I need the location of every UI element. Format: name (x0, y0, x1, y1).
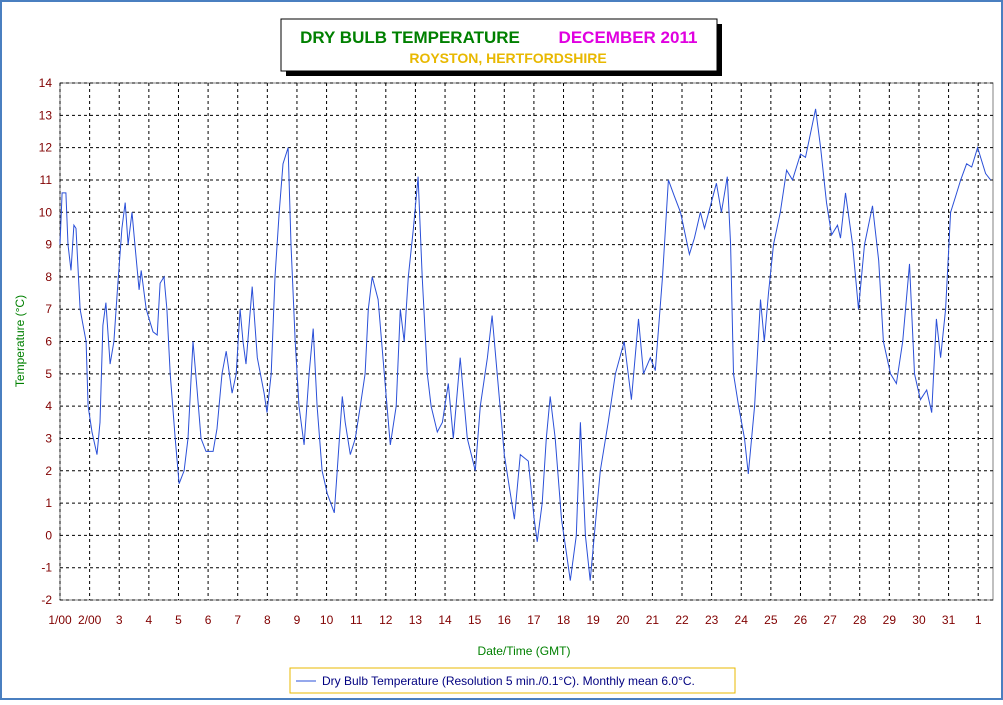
x-tick-label: 11 (350, 613, 363, 627)
x-tick-label: 14 (438, 613, 452, 627)
y-tick-label: 1 (45, 496, 52, 510)
y-tick-label: 11 (40, 173, 53, 187)
title-box (280, 18, 718, 72)
x-tick-label: 20 (616, 613, 630, 627)
x-tick-label: 31 (942, 613, 956, 627)
x-tick-label: 22 (675, 613, 689, 627)
x-tick-label: 5 (175, 613, 182, 627)
x-tick-label: 25 (764, 613, 778, 627)
x-tick-label: 21 (646, 613, 660, 627)
plot-background (59, 82, 994, 601)
chart-title-period: DECEMBER 2011 (559, 28, 698, 47)
x-tick-label: 8 (264, 613, 271, 627)
x-tick-label: 7 (234, 613, 241, 627)
x-tick-label: 24 (735, 613, 749, 627)
y-tick-label: 14 (39, 76, 53, 90)
y-axis-label: Temperature (°C) (13, 295, 27, 387)
y-tick-label: 5 (45, 367, 52, 381)
x-tick-label: 29 (883, 613, 897, 627)
x-tick-label: 19 (586, 613, 600, 627)
x-tick-label: 17 (527, 613, 541, 627)
x-tick-label: 18 (557, 613, 571, 627)
x-tick-label: 16 (498, 613, 512, 627)
x-tick-label: 15 (468, 613, 482, 627)
y-tick-label: 10 (39, 205, 53, 219)
x-tick-label: 28 (853, 613, 867, 627)
y-tick-label: 6 (45, 335, 52, 349)
line-series (59, 108, 991, 581)
chart-subtitle: ROYSTON, HERTFORDSHIRE (409, 50, 606, 66)
x-axis-label: Date/Time (GMT) (478, 644, 571, 658)
x-tick-label: 26 (794, 613, 808, 627)
x-tick-label: 27 (823, 613, 837, 627)
x-tick-label: 10 (320, 613, 334, 627)
legend-label: Dry Bulb Temperature (Resolution 5 min./… (322, 674, 695, 688)
x-tick-label: 23 (705, 613, 719, 627)
y-tick-label: -1 (41, 561, 52, 575)
legend (289, 667, 736, 694)
y-tick-label: 9 (45, 238, 52, 252)
x-tick-label: 30 (912, 613, 926, 627)
x-tick-label: 9 (294, 613, 301, 627)
y-tick-label: 7 (45, 302, 52, 316)
chart-title: DRY BULB TEMPERATURE (300, 28, 520, 47)
y-tick-label: 2 (45, 464, 52, 478)
y-tick-label: 0 (45, 528, 52, 542)
x-tick-label: 13 (409, 613, 423, 627)
x-tick-label: 1 (975, 613, 982, 627)
y-tick-label: 13 (39, 108, 53, 122)
y-tick-label: 12 (39, 141, 53, 155)
x-tick-label: 1/00 (48, 613, 72, 627)
y-tick-label: -2 (41, 593, 52, 607)
x-tick-label: 12 (379, 613, 393, 627)
x-tick-label: 2/00 (78, 613, 102, 627)
x-tick-label: 6 (205, 613, 212, 627)
y-tick-label: 4 (45, 399, 52, 413)
y-tick-label: 8 (45, 270, 52, 284)
y-tick-label: 3 (45, 431, 52, 445)
x-tick-label: 3 (116, 613, 123, 627)
x-tick-label: 4 (146, 613, 153, 627)
